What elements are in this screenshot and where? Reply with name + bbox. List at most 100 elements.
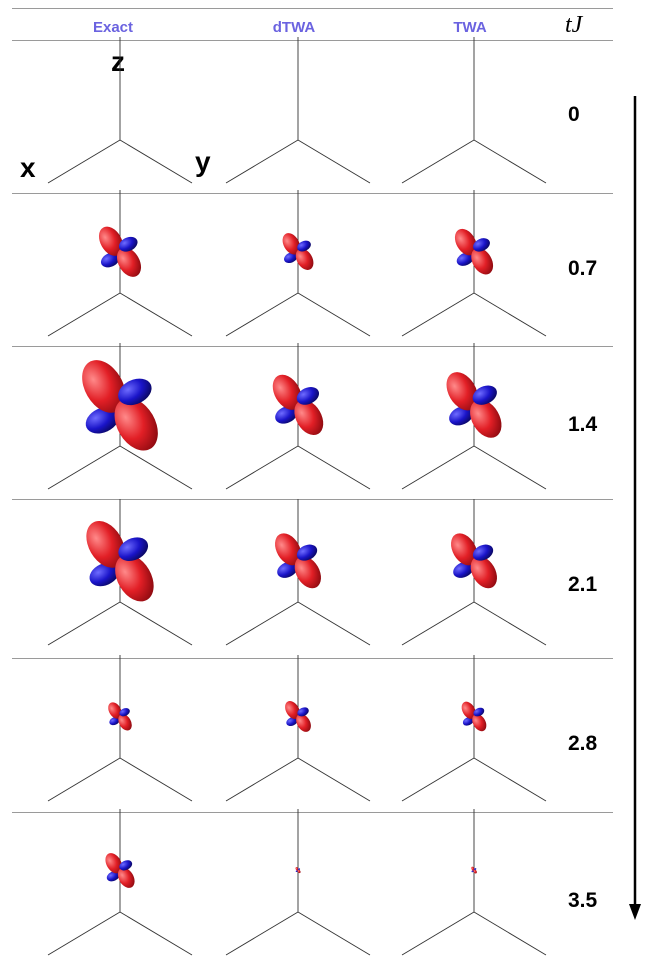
row-separator: [12, 193, 613, 194]
positive-lobe: [118, 714, 132, 731]
negative-lobe: [296, 544, 318, 561]
negative-lobe: [284, 252, 298, 264]
negative-lobe: [118, 236, 138, 252]
x-axis-line: [225, 445, 299, 490]
positive-lobe: [116, 247, 142, 277]
positive-lobe: [285, 701, 300, 719]
y-axis-line: [297, 911, 371, 956]
row-separator: [12, 812, 613, 813]
y-axis-line: [473, 911, 547, 956]
time-value: 1.4: [568, 413, 598, 436]
distribution-cell: [225, 809, 371, 956]
negative-lobe: [118, 537, 149, 562]
distribution-cell: [225, 190, 371, 337]
time-value: 0.7: [568, 257, 598, 280]
time-value: 3.5: [568, 889, 598, 912]
negative-lobe: [106, 871, 120, 882]
negative-lobe: [456, 252, 474, 266]
positive-lobe: [446, 372, 478, 411]
y-axis-line: [119, 445, 193, 490]
distribution-cell: [401, 809, 547, 956]
orbital-lobes: [82, 360, 158, 451]
row-separator: [12, 499, 613, 500]
distribution-cell: [47, 809, 193, 956]
negative-lobe: [296, 387, 320, 405]
negative-lobe: [449, 406, 474, 426]
negative-lobe: [85, 406, 120, 434]
positive-lobe: [98, 226, 124, 256]
positive-lobe: [295, 248, 314, 270]
orbital-lobes: [86, 521, 154, 602]
negative-lobe: [275, 405, 298, 424]
negative-lobe: [118, 378, 152, 406]
y-axis-line: [119, 292, 193, 337]
time-arrow: [629, 96, 641, 920]
orbital-lobes: [285, 701, 311, 732]
orbital-lobes: [108, 702, 132, 731]
positive-lobe: [115, 554, 154, 602]
negative-lobe: [453, 561, 474, 578]
x-axis-line: [225, 911, 299, 956]
positive-lobe: [470, 399, 502, 438]
y-axis-line: [297, 757, 371, 802]
y-axis-line: [297, 445, 371, 490]
y-axis-line: [473, 139, 547, 184]
axes-3d: [401, 37, 547, 184]
x-axis-line: [401, 757, 475, 802]
negative-lobe: [473, 707, 485, 717]
positive-lobe: [470, 556, 497, 589]
orbital-lobes: [295, 867, 301, 874]
negative-lobe: [472, 385, 497, 405]
y-axis-line: [119, 139, 193, 184]
y-axis-line: [119, 757, 193, 802]
distribution-cell: [401, 343, 547, 490]
x-axis-line: [401, 445, 475, 490]
negative-lobe: [462, 716, 474, 726]
positive-lobe: [294, 399, 324, 436]
x-axis-line: [401, 139, 475, 184]
distribution-cell: [401, 37, 547, 184]
positive-lobe: [471, 866, 475, 871]
positive-lobe: [297, 869, 301, 874]
negative-lobe: [286, 716, 298, 727]
x-axis-line: [47, 139, 121, 184]
x-axis-line: [225, 601, 299, 646]
x-axis-line: [401, 292, 475, 337]
orbital-lobes: [282, 233, 314, 270]
negative-lobe: [472, 544, 494, 561]
orbital-lobes: [98, 226, 142, 277]
x-axis-line: [47, 292, 121, 337]
y-axis-line: [297, 139, 371, 184]
x-axis-line: [225, 757, 299, 802]
y-axis-line: [473, 757, 547, 802]
top-rule: [12, 8, 613, 9]
axes-3d: [225, 37, 371, 184]
positive-lobe: [461, 701, 476, 719]
y-axis-line: [119, 601, 193, 646]
negative-lobe: [109, 716, 120, 726]
distribution-cell: [47, 655, 193, 802]
positive-lobe: [272, 374, 302, 410]
negative-lobe: [100, 252, 120, 268]
x-axis-line: [401, 601, 475, 646]
positive-lobe: [275, 533, 302, 566]
time-value: 0: [568, 103, 580, 126]
orbital-lobes: [471, 866, 477, 874]
x-axis-line: [225, 292, 299, 337]
positive-lobe: [472, 714, 487, 732]
x-axis-line: [47, 911, 121, 956]
negative-lobe: [297, 868, 301, 871]
positive-lobe: [451, 533, 478, 566]
column-header-twa: TWA: [453, 19, 487, 36]
axis-label-z: z: [111, 46, 125, 77]
y-axis-line: [297, 601, 371, 646]
column-header-exact: Exact: [92, 19, 134, 36]
axes-3d: [225, 809, 371, 956]
distribution-cell: [47, 343, 193, 490]
positive-lobe: [117, 867, 135, 888]
x-axis-line: [47, 757, 121, 802]
negative-lobe: [295, 870, 298, 872]
x-axis-line: [47, 601, 121, 646]
positive-lobe: [282, 233, 301, 255]
negative-lobe: [119, 708, 130, 717]
